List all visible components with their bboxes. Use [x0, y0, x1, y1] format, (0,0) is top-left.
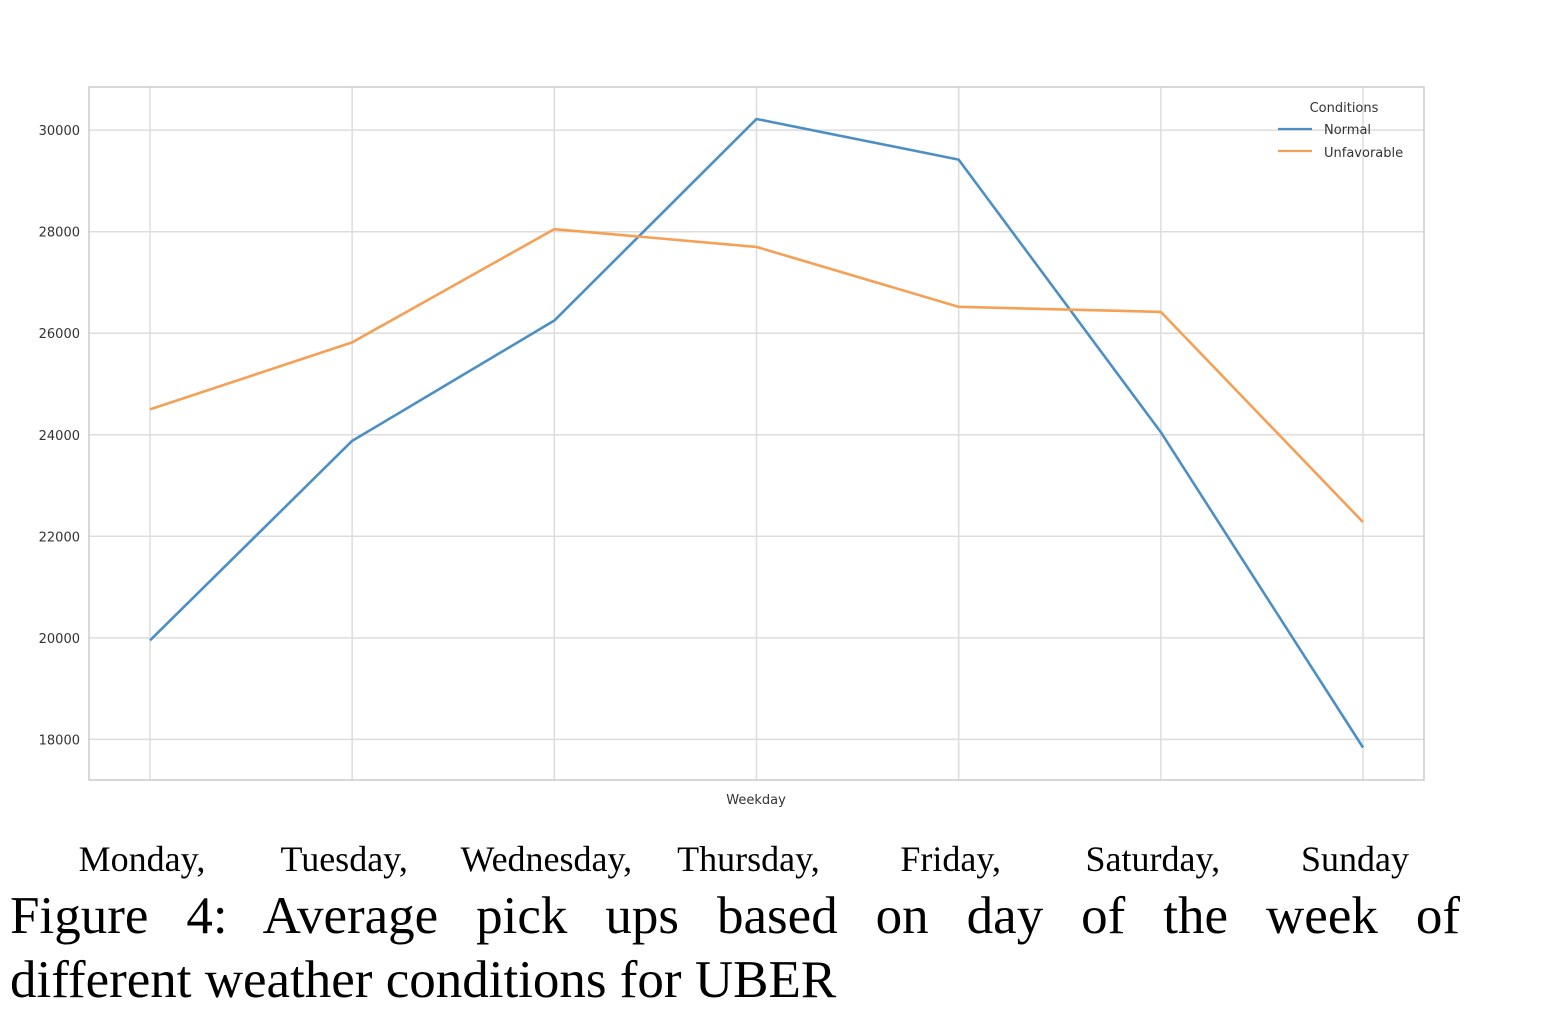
legend-title: Conditions	[1310, 101, 1379, 116]
series	[149, 117, 1365, 749]
legend-label-normal: Normal	[1324, 123, 1371, 138]
x-tick-label: Tuesday,	[280, 839, 408, 879]
x-tick-label: Monday,	[78, 839, 206, 879]
y-tick-label: 20000	[39, 632, 80, 647]
caption-line-1: Figure 4: Average pick ups based on day …	[10, 887, 1460, 945]
x-tick-label: Sunday	[1301, 839, 1409, 879]
legend: Conditions Normal Unfavorable	[1278, 101, 1403, 161]
plot-frame	[88, 86, 1425, 781]
x-tick-label: Saturday,	[1085, 839, 1221, 879]
grid	[89, 87, 1424, 780]
y-tick-label: 18000	[39, 733, 80, 748]
y-tick-label: 22000	[39, 530, 80, 545]
y-tick-label: 24000	[39, 429, 80, 444]
x-tick-label: Friday,	[900, 839, 1001, 879]
y-tick-label: 30000	[39, 124, 80, 139]
y-tick-label: 26000	[39, 327, 80, 342]
caption-line-2: different weather conditions for UBER	[10, 951, 837, 1009]
x-tick-label: Thursday,	[677, 839, 820, 879]
y-tick-label: 28000	[39, 226, 80, 241]
x-axis-label: Weekday	[726, 793, 786, 808]
legend-label-unfavorable: Unfavorable	[1324, 146, 1403, 161]
x-tick-label: Wednesday,	[460, 839, 633, 879]
y-axis: 18000 20000 22000 24000 26000 28000 30000	[39, 124, 80, 748]
figure-caption: Figure 4: Average pick ups based on day …	[10, 884, 1460, 1012]
line-chart: 18000 20000 22000 24000 26000 28000 30000 Week…	[39, 86, 1425, 808]
